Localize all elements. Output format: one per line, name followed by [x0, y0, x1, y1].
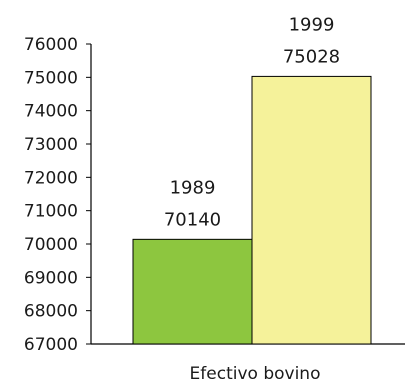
y-tick-label: 75000 [24, 68, 78, 88]
y-ticks: 67000 68000 69000 70000 71000 72000 73000 74000… [24, 35, 91, 355]
bars [132, 75, 372, 345]
y-tick-label: 74000 [24, 102, 78, 122]
bar-1999 [251, 75, 372, 345]
x-category-label: Efectivo bovino [190, 364, 321, 383]
y-tick-label: 76000 [24, 35, 78, 55]
bar-labels: 1989 70140 1999 75028 [164, 14, 340, 230]
y-tick-label: 67000 [24, 335, 78, 355]
bar-year-label: 1989 [170, 177, 216, 198]
y-tick-label: 70000 [24, 235, 78, 255]
y-tick-label: 72000 [24, 168, 78, 188]
bar-year-label: 1999 [289, 14, 335, 35]
bar-value-label: 70140 [164, 209, 221, 230]
bar-value-label: 75028 [283, 46, 340, 67]
y-tick-label: 68000 [24, 302, 78, 322]
y-tick-label: 69000 [24, 268, 78, 288]
y-tick-label: 71000 [24, 202, 78, 222]
y-tick-label: 73000 [24, 135, 78, 155]
bar-1989 [132, 238, 253, 345]
